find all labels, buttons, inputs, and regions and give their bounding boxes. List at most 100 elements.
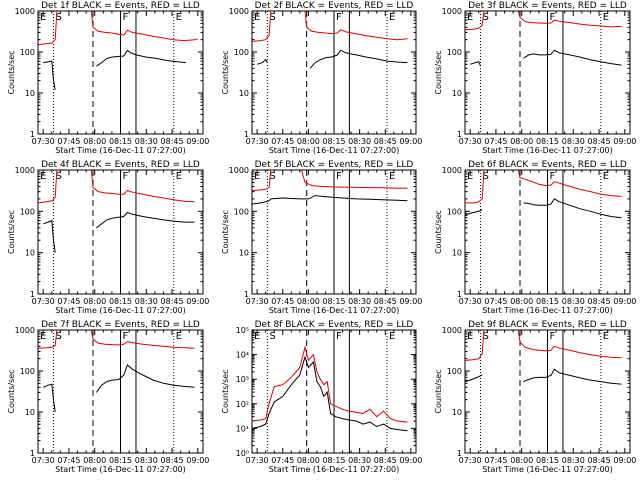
series-line-events bbox=[251, 355, 408, 432]
y-tick-label: 100 bbox=[20, 48, 35, 57]
y-tick-label: 100 bbox=[447, 207, 462, 216]
x-axis-label: Start Time (16-Dec-11 07:27:00) bbox=[55, 306, 186, 315]
series-line-events bbox=[43, 60, 56, 90]
x-tick-label: 07:30 bbox=[246, 456, 269, 465]
x-tick-label: 09:00 bbox=[613, 456, 636, 465]
x-tick-label: 08:30 bbox=[135, 137, 158, 146]
x-tick-label: 09:00 bbox=[399, 456, 422, 465]
x-tick-label: 07:30 bbox=[246, 297, 269, 306]
marker-label: E bbox=[467, 331, 473, 342]
series-line-lld bbox=[517, 10, 622, 28]
marker-label: S bbox=[55, 171, 61, 182]
y-tick-label: 100 bbox=[20, 367, 35, 376]
x-tick-label: 08:00 bbox=[83, 137, 106, 146]
marker-label: F bbox=[336, 12, 342, 23]
x-tick-label: 07:30 bbox=[32, 137, 55, 146]
series-line-lld bbox=[304, 10, 408, 41]
marker-label: E bbox=[603, 12, 609, 23]
y-tick-label: 1000 bbox=[442, 166, 462, 175]
x-tick-label: 08:30 bbox=[348, 137, 371, 146]
y-tick-label: 10 bbox=[25, 89, 35, 98]
y-tick-label: 1000 bbox=[15, 326, 35, 335]
x-tick-label: 08:00 bbox=[83, 456, 106, 465]
y-tick-label: 1000 bbox=[15, 166, 35, 175]
x-axis-label: Start Time (16-Dec-11 07:27:00) bbox=[269, 465, 400, 474]
y-axis-label: Counts/sec bbox=[434, 50, 443, 94]
y-tick-label: 100 bbox=[20, 207, 35, 216]
marker-label: E bbox=[254, 171, 260, 182]
marker-label: E bbox=[40, 331, 46, 342]
series-line-events bbox=[523, 368, 622, 385]
x-tick-label: 08:15 bbox=[109, 297, 132, 306]
x-tick-label: 09:00 bbox=[613, 297, 636, 306]
marker-label: E bbox=[389, 12, 395, 23]
marker-label: S bbox=[482, 171, 488, 182]
x-tick-label: 09:00 bbox=[399, 297, 422, 306]
marker-label: S bbox=[482, 331, 488, 342]
series-line-events bbox=[464, 374, 483, 383]
x-tick-label: 08:00 bbox=[83, 297, 106, 306]
plot-title: Det 5f BLACK = Events, RED = LLD bbox=[255, 160, 414, 170]
y-tick-label: 10² bbox=[236, 400, 249, 409]
marker-label: F bbox=[123, 171, 129, 182]
marker-label: F bbox=[336, 171, 342, 182]
y-tick-label: 10³ bbox=[236, 375, 249, 384]
x-tick-label: 07:30 bbox=[246, 137, 269, 146]
y-tick-label: 100 bbox=[234, 207, 249, 216]
plot-title: Det 2f BLACK = Events, RED = LLD bbox=[255, 1, 414, 11]
marker-label: F bbox=[123, 12, 129, 23]
y-tick-label: 1000 bbox=[442, 7, 462, 16]
marker-label: E bbox=[603, 331, 609, 342]
series-line-events bbox=[95, 364, 195, 393]
y-axis-label: Counts/sec bbox=[7, 50, 16, 94]
x-tick-label: 08:15 bbox=[322, 456, 345, 465]
x-tick-label: 07:45 bbox=[484, 137, 507, 146]
marker-label: E bbox=[467, 171, 473, 182]
x-tick-label: 08:45 bbox=[161, 137, 184, 146]
x-tick-label: 08:45 bbox=[374, 137, 397, 146]
y-axis-label: Counts/sec bbox=[221, 50, 230, 94]
marker-label: F bbox=[123, 331, 129, 342]
y-tick-label: 10 bbox=[239, 89, 249, 98]
x-tick-label: 08:45 bbox=[374, 456, 397, 465]
y-tick-label: 1 bbox=[244, 290, 249, 299]
series-line-lld bbox=[37, 10, 58, 46]
series-line-events bbox=[96, 49, 186, 67]
series-line-events bbox=[43, 219, 56, 253]
x-tick-label: 07:30 bbox=[32, 456, 55, 465]
marker-label: E bbox=[389, 171, 395, 182]
y-tick-label: 1000 bbox=[229, 7, 249, 16]
x-tick-label: 08:00 bbox=[510, 456, 533, 465]
y-axis-label: Counts/sec bbox=[7, 369, 16, 413]
x-axis-label: Start Time (16-Dec-11 07:27:00) bbox=[482, 146, 613, 155]
x-tick-label: 07:45 bbox=[271, 137, 294, 146]
y-tick-label: 10¹ bbox=[236, 424, 249, 433]
x-tick-label: 08:30 bbox=[562, 456, 585, 465]
series-line-lld bbox=[251, 345, 408, 423]
marker-label: S bbox=[269, 12, 275, 23]
plot-title: Det 3f BLACK = Events, RED = LLD bbox=[468, 1, 627, 11]
y-tick-label: 1 bbox=[457, 290, 462, 299]
marker-label: S bbox=[269, 331, 275, 342]
y-axis-label: Counts/sec bbox=[434, 369, 443, 413]
x-tick-label: 07:45 bbox=[57, 297, 80, 306]
y-tick-label: 1 bbox=[30, 290, 35, 299]
series-line-lld bbox=[251, 10, 272, 42]
marker-label: E bbox=[389, 331, 395, 342]
x-tick-label: 07:30 bbox=[32, 297, 55, 306]
marker-label: E bbox=[254, 331, 260, 342]
x-tick-label: 09:00 bbox=[186, 297, 209, 306]
y-tick-label: 1 bbox=[457, 449, 462, 458]
series-line-lld bbox=[37, 329, 58, 349]
x-tick-label: 08:30 bbox=[348, 297, 371, 306]
x-tick-label: 08:45 bbox=[588, 297, 611, 306]
x-axis-label: Start Time (16-Dec-11 07:27:00) bbox=[55, 146, 186, 155]
series-line-events bbox=[43, 383, 56, 413]
series-line-lld bbox=[464, 10, 485, 31]
x-tick-label: 07:45 bbox=[484, 456, 507, 465]
x-tick-label: 08:00 bbox=[297, 297, 320, 306]
x-tick-label: 08:15 bbox=[322, 137, 345, 146]
x-tick-label: 08:15 bbox=[536, 137, 559, 146]
